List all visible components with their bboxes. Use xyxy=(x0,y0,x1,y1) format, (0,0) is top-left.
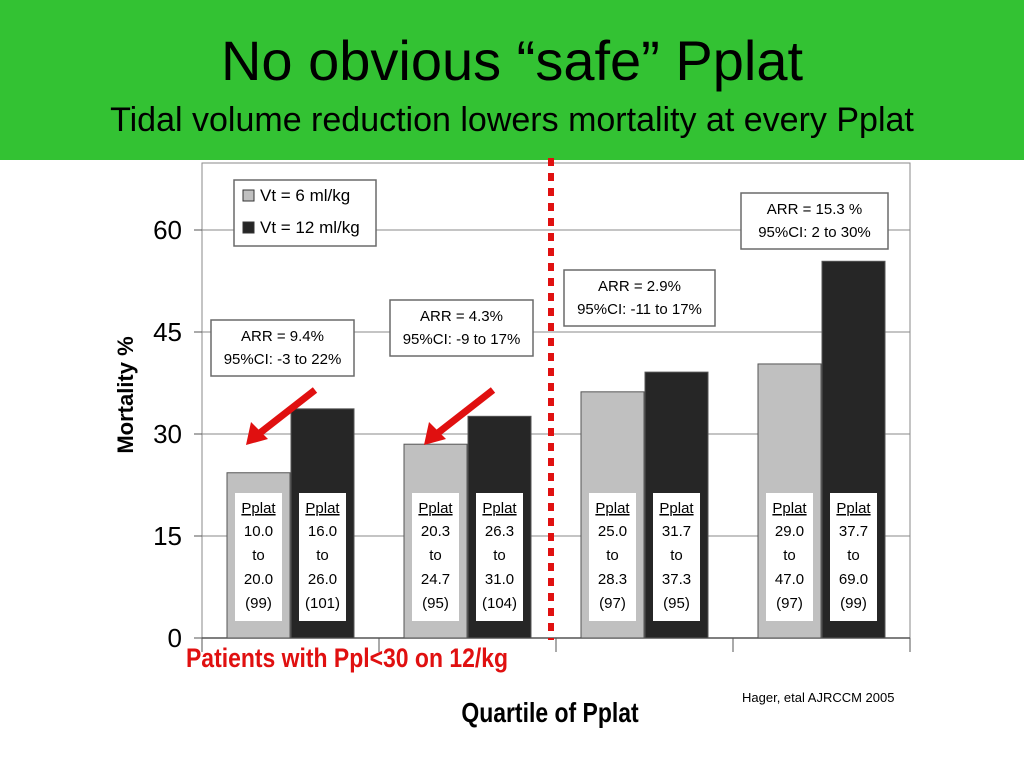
legend-label: Vt = 6 ml/kg xyxy=(260,186,350,205)
pplat-label-line: to xyxy=(316,547,329,564)
pplat-label-line: (101) xyxy=(305,595,340,612)
pplat-label-line: 31.7 xyxy=(662,523,691,540)
legend-swatch xyxy=(242,189,255,202)
slide-title: No obvious “safe” Pplat xyxy=(220,29,804,92)
pplat-label-line: to xyxy=(847,547,860,564)
y-axis-label: Mortality % xyxy=(113,336,138,454)
pplat-label-line: to xyxy=(493,547,506,564)
pplat-label-box xyxy=(589,493,636,621)
red-arrowhead xyxy=(246,422,268,445)
pplat-label-line: 31.0 xyxy=(485,571,514,588)
pplat-label-head: Pplat xyxy=(418,500,453,517)
arr-box xyxy=(563,269,716,327)
red-arrow-shaft xyxy=(253,387,318,439)
pplat-label-line: 10.0 xyxy=(244,523,273,540)
pplat-label-box xyxy=(299,493,346,621)
y-tick-label: 45 xyxy=(153,317,182,347)
arr-value: ARR = 4.3% xyxy=(420,308,503,325)
pplat-label-head: Pplat xyxy=(836,500,871,517)
pplat-label-line: (104) xyxy=(482,595,517,612)
pplat-label-line: 25.0 xyxy=(598,523,627,540)
pplat-label-line: (99) xyxy=(245,595,272,612)
x-axis-label: Quartile of Pplat xyxy=(461,697,639,728)
pplat-label-line: (95) xyxy=(422,595,449,612)
pplat-label-line: 20.3 xyxy=(421,523,450,540)
arr-value: ARR = 2.9% xyxy=(598,278,681,295)
pplat-label-line: (99) xyxy=(840,595,867,612)
pplat-label-line: to xyxy=(670,547,683,564)
pplat-label-head: Pplat xyxy=(595,500,630,517)
annotation-text: Patients with Ppl<30 on 12/kg xyxy=(186,643,509,673)
legend-swatch xyxy=(242,221,255,234)
pplat-label-line: 29.0 xyxy=(775,523,804,540)
pplat-label-line: (97) xyxy=(599,595,626,612)
pplat-label-line: to xyxy=(429,547,442,564)
arr-value: ARR = 15.3 % xyxy=(767,201,862,218)
pplat-label-line: (97) xyxy=(776,595,803,612)
pplat-label-box xyxy=(830,493,877,621)
arr-ci: 95%CI: -11 to 17% xyxy=(577,301,702,318)
pplat-label-box xyxy=(235,493,282,621)
red-arrow-shaft xyxy=(431,387,496,439)
y-tick-label: 60 xyxy=(153,215,182,245)
y-tick-label: 30 xyxy=(153,419,182,449)
pplat-label-head: Pplat xyxy=(772,500,807,517)
arr-ci: 95%CI: 2 to 30% xyxy=(758,224,871,241)
title-banner xyxy=(0,0,1024,160)
red-arrowhead xyxy=(424,422,446,445)
pplat-label-box xyxy=(476,493,523,621)
pplat-label-line: 47.0 xyxy=(775,571,804,588)
legend-label: Vt = 12 ml/kg xyxy=(260,218,360,237)
pplat-label-head: Pplat xyxy=(241,500,276,517)
arr-box xyxy=(740,192,889,250)
arr-box xyxy=(389,299,534,357)
pplat-label-line: 26.0 xyxy=(308,571,337,588)
pplat-label-box xyxy=(412,493,459,621)
arr-value: ARR = 9.4% xyxy=(241,328,324,345)
pplat-label-line: to xyxy=(606,547,619,564)
pplat-label-line: (95) xyxy=(663,595,690,612)
y-tick-label: 0 xyxy=(168,623,182,653)
pplat-label-line: 24.7 xyxy=(421,571,450,588)
arr-box xyxy=(210,319,355,377)
citation-footnote: Hager, etal AJRCCM 2005 xyxy=(742,690,895,705)
pplat-label-head: Pplat xyxy=(659,500,694,517)
pplat-label-line: 37.3 xyxy=(662,571,691,588)
pplat-label-line: 26.3 xyxy=(485,523,514,540)
pplat-label-line: 37.7 xyxy=(839,523,868,540)
legend-box xyxy=(233,179,377,247)
slide-subtitle: Tidal volume reduction lowers mortality … xyxy=(110,101,914,139)
pplat-label-box xyxy=(653,493,700,621)
pplat-label-head: Pplat xyxy=(305,500,340,517)
arr-ci: 95%CI: -9 to 17% xyxy=(403,331,521,348)
pplat-label-line: to xyxy=(252,547,265,564)
pplat-label-line: 69.0 xyxy=(839,571,868,588)
pplat-label-line: to xyxy=(783,547,796,564)
pplat-label-head: Pplat xyxy=(482,500,517,517)
arr-ci: 95%CI: -3 to 22% xyxy=(224,351,342,368)
pplat-label-line: 16.0 xyxy=(308,523,337,540)
pplat-label-line: 20.0 xyxy=(244,571,273,588)
y-tick-label: 15 xyxy=(153,521,182,551)
pplat-label-line: 28.3 xyxy=(598,571,627,588)
pplat-label-box xyxy=(766,493,813,621)
